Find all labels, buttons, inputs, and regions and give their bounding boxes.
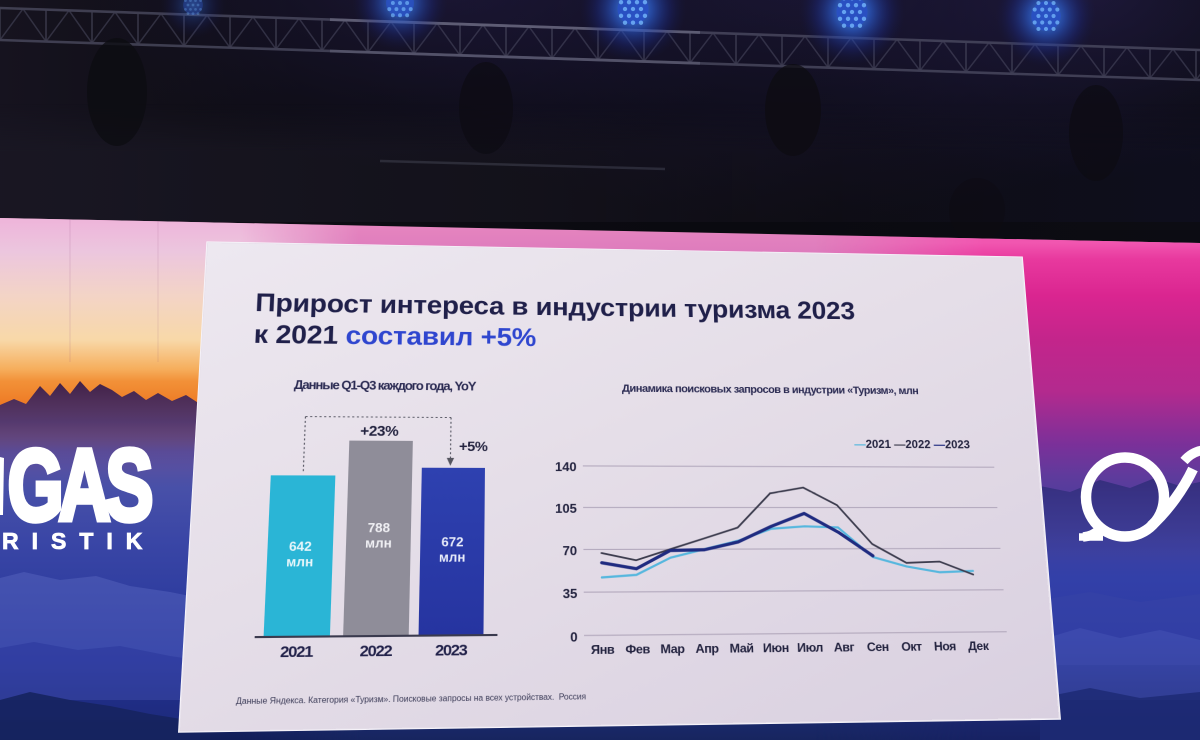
- svg-text:RISTIK: RISTIK: [2, 528, 155, 554]
- svg-text:GAS: GAS: [8, 429, 154, 542]
